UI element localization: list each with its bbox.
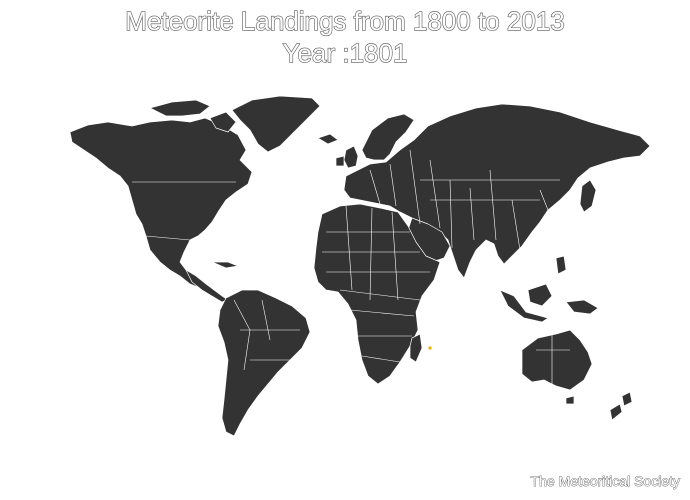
new-zealand-south: [609, 403, 623, 421]
south-america-landmass: [217, 289, 311, 437]
new-zealand-north: [621, 391, 633, 407]
ireland: [335, 155, 345, 167]
sumatra-java: [499, 289, 549, 323]
map-title: Meteorite Landings from 1800 to 2013: [125, 5, 566, 36]
meteorite-points: [428, 346, 432, 350]
baffin-island: [209, 111, 237, 133]
borneo: [527, 283, 553, 307]
australia: [521, 329, 593, 391]
tasmania: [565, 395, 575, 405]
greenland: [231, 95, 321, 153]
north-america-landmass: [69, 117, 253, 289]
country-borders: [132, 149, 570, 384]
new-guinea: [565, 299, 599, 315]
cuba: [211, 261, 239, 269]
canadian-arctic-islands: [149, 99, 211, 117]
madagascar: [409, 333, 423, 363]
year-prefix: Year :: [282, 37, 350, 68]
great-britain: [343, 145, 359, 169]
scandinavia: [361, 113, 415, 161]
year-label: Year :1801: [0, 37, 690, 68]
japan: [579, 179, 597, 213]
central-america: [185, 269, 229, 303]
iceland: [317, 133, 339, 145]
credit-text: The Meteoritical Society: [530, 473, 680, 490]
year-value: 1801: [349, 37, 408, 68]
meteorite-point-0: [428, 346, 432, 350]
philippines: [555, 255, 567, 275]
